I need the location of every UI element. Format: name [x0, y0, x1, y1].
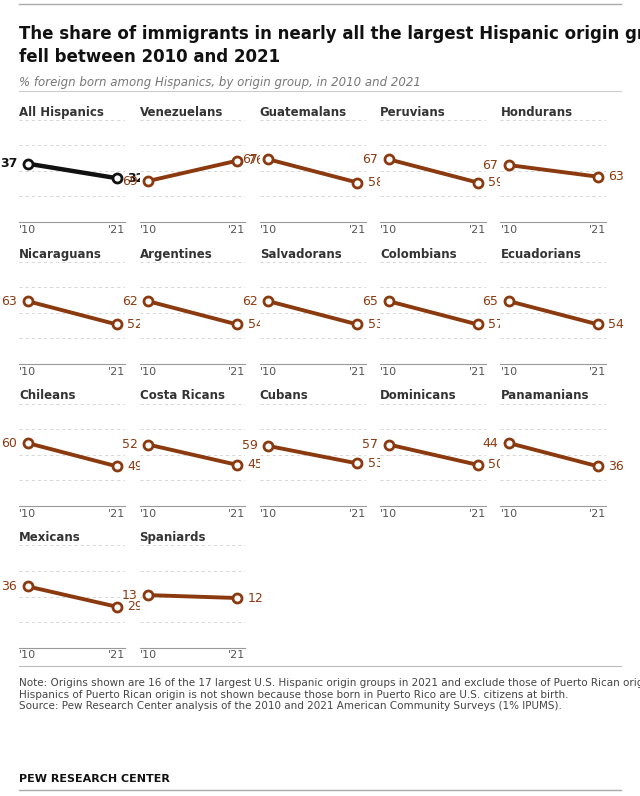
- Text: 60: 60: [1, 436, 17, 450]
- Text: 45: 45: [248, 458, 264, 471]
- Text: 63: 63: [1, 295, 17, 308]
- Text: 69: 69: [122, 174, 138, 188]
- Text: Dominicans: Dominicans: [380, 389, 457, 403]
- Text: All Hispanics: All Hispanics: [19, 106, 104, 119]
- Text: Nicaraguans: Nicaraguans: [19, 248, 102, 260]
- Text: Panamanians: Panamanians: [500, 389, 589, 403]
- Text: 63: 63: [609, 170, 624, 183]
- Text: Ecuadorians: Ecuadorians: [500, 248, 581, 260]
- Text: 50: 50: [488, 458, 504, 471]
- Text: Peruvians: Peruvians: [380, 106, 446, 119]
- Text: 53: 53: [368, 318, 384, 331]
- Text: 65: 65: [362, 295, 378, 308]
- Text: 52: 52: [127, 318, 143, 331]
- Text: 62: 62: [242, 295, 258, 308]
- Text: Mexicans: Mexicans: [19, 531, 81, 544]
- Text: Colombians: Colombians: [380, 248, 457, 260]
- Text: Guatemalans: Guatemalans: [260, 106, 347, 119]
- Text: 59: 59: [242, 439, 258, 452]
- Text: 54: 54: [248, 318, 264, 331]
- Text: 49: 49: [127, 460, 143, 473]
- Text: Salvadorans: Salvadorans: [260, 248, 342, 260]
- Text: 12: 12: [248, 591, 263, 604]
- Text: Argentines: Argentines: [140, 248, 212, 260]
- Text: 53: 53: [368, 457, 384, 470]
- Text: Spaniards: Spaniards: [140, 531, 206, 544]
- Text: The share of immigrants in nearly all the largest Hispanic origin groups in the : The share of immigrants in nearly all th…: [19, 25, 640, 44]
- Text: 37: 37: [0, 157, 17, 170]
- Text: 58: 58: [368, 176, 384, 189]
- Text: Cubans: Cubans: [260, 389, 308, 403]
- Text: 57: 57: [488, 318, 504, 331]
- Text: Costa Ricans: Costa Ricans: [140, 389, 225, 403]
- Text: 36: 36: [1, 580, 17, 593]
- Text: 59: 59: [488, 176, 504, 189]
- Text: 67: 67: [483, 158, 499, 172]
- Text: 76: 76: [248, 154, 264, 167]
- Text: PEW RESEARCH CENTER: PEW RESEARCH CENTER: [19, 774, 170, 784]
- Text: Chileans: Chileans: [19, 389, 76, 403]
- Text: % foreign born among Hispanics, by origin group, in 2010 and 2021: % foreign born among Hispanics, by origi…: [19, 76, 421, 88]
- Text: 65: 65: [483, 295, 499, 308]
- Text: 67: 67: [362, 153, 378, 166]
- Text: 32: 32: [127, 172, 145, 185]
- Text: 29: 29: [127, 600, 143, 613]
- Text: 67: 67: [242, 153, 258, 166]
- Text: Hondurans: Hondurans: [500, 106, 573, 119]
- Text: 36: 36: [609, 460, 624, 473]
- Text: fell between 2010 and 2021: fell between 2010 and 2021: [19, 48, 280, 66]
- Text: Venezuelans: Venezuelans: [140, 106, 223, 119]
- Text: 44: 44: [483, 436, 499, 450]
- Text: 52: 52: [122, 438, 138, 451]
- Text: Note: Origins shown are 16 of the 17 largest U.S. Hispanic origin groups in 2021: Note: Origins shown are 16 of the 17 lar…: [19, 678, 640, 712]
- Text: 57: 57: [362, 438, 378, 451]
- Text: 13: 13: [122, 588, 138, 602]
- Text: 54: 54: [609, 318, 625, 331]
- Text: 62: 62: [122, 295, 138, 308]
